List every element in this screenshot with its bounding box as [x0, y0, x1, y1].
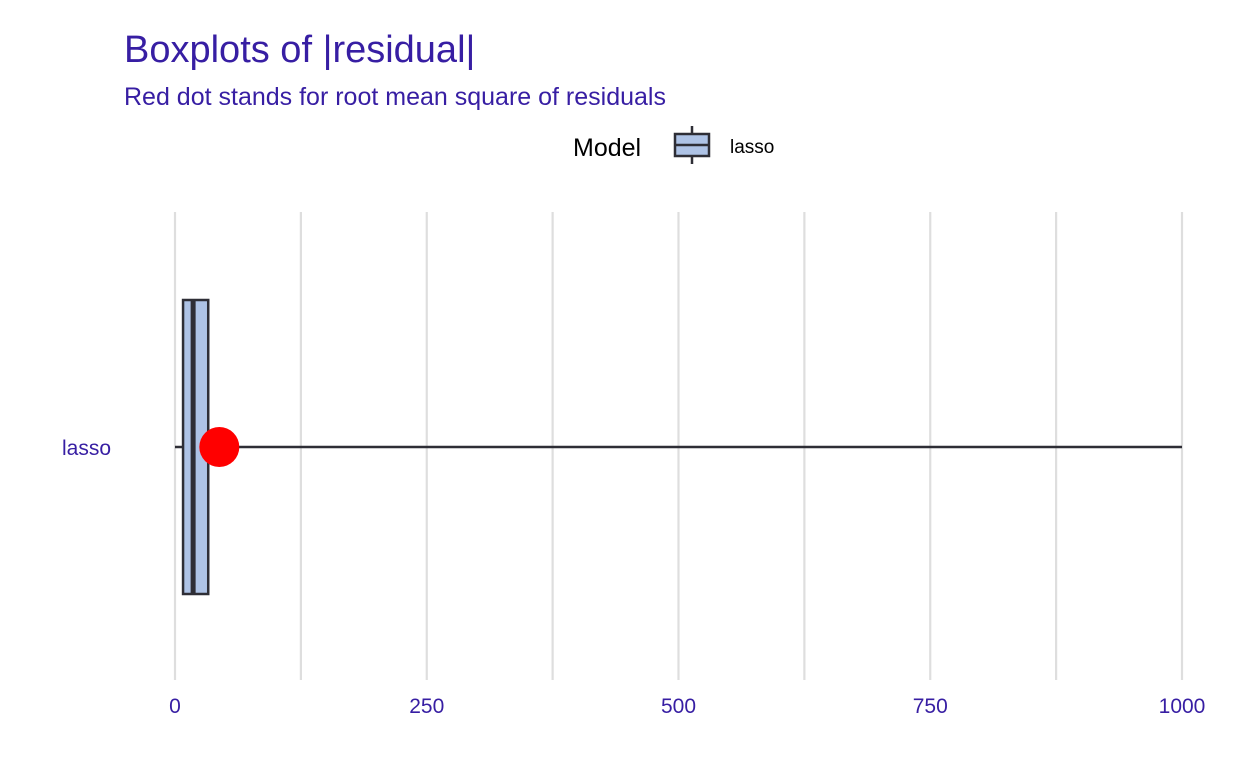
legend: Model lasso — [573, 126, 774, 164]
x-tick-label: 0 — [169, 695, 181, 718]
chart-title-prefix: Boxplots of — [124, 29, 323, 71]
x-tick-label: 250 — [409, 695, 444, 718]
abs-bar-left: | — [323, 29, 333, 71]
chart-subtitle: Red dot stands for root mean square of r… — [124, 83, 666, 111]
y-axis-labels: lasso — [62, 437, 111, 460]
legend-entry-label: lasso — [730, 137, 774, 158]
chart-title-var: residual — [332, 29, 465, 71]
rmse-point — [199, 427, 240, 467]
y-tick-label: lasso — [62, 437, 111, 460]
x-axis-tick-labels: 0 250 500 750 1000 — [169, 695, 1205, 718]
chart-title: Boxplots of |residual| — [124, 29, 475, 71]
x-tick-label: 1000 — [1159, 695, 1206, 718]
legend-key-icon — [673, 126, 711, 164]
abs-bar-right: | — [466, 29, 476, 71]
x-tick-label: 750 — [913, 695, 948, 718]
legend-title: Model — [573, 134, 641, 162]
boxes — [175, 298, 1182, 596]
x-tick-label: 500 — [661, 695, 696, 718]
